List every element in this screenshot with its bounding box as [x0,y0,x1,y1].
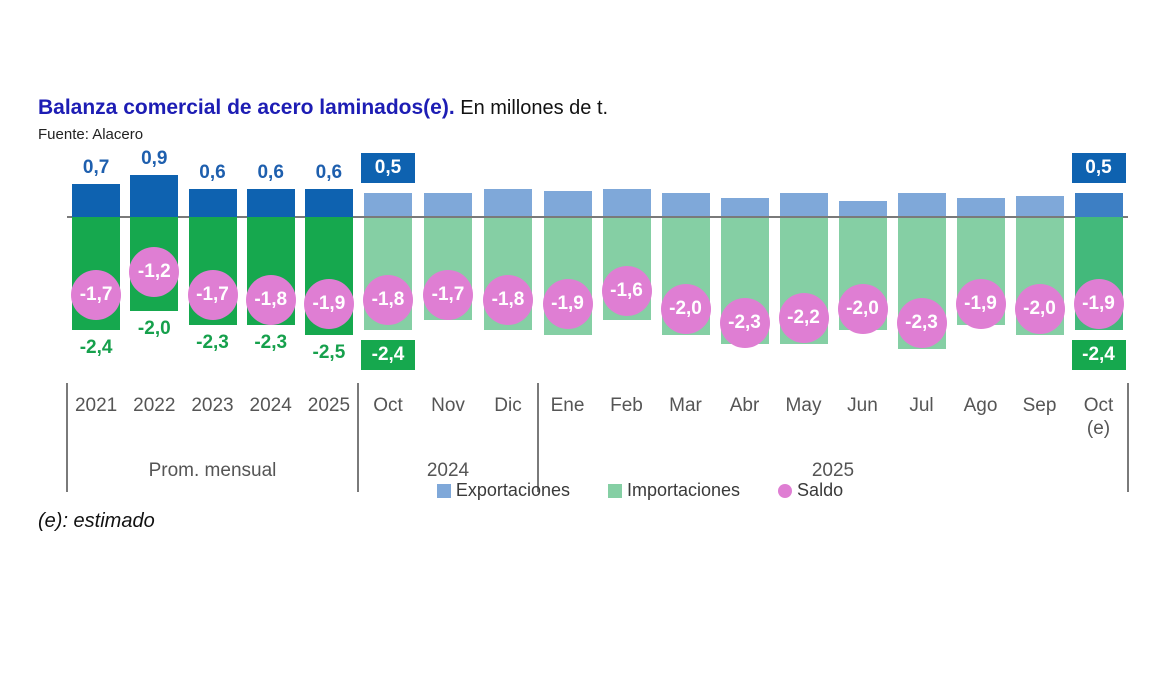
export-bar [246,189,295,217]
export-bar [1074,193,1123,217]
import-value-label: -2,5 [312,342,346,363]
saldo-circle: -1,7 [423,270,473,321]
axis-category-label: 2023 [191,395,234,416]
saldo-circle: -2,2 [778,293,829,344]
saldo-circle: -2,0 [1014,284,1065,334]
export-bar [130,175,179,217]
chart-subtitle: En millones de t. [454,97,609,119]
chart-title: Balanza comercial de acero laminados(e). [38,96,455,119]
legend-label: Exportaciones [455,480,570,500]
import-value-box: -2,4 [361,340,415,370]
chart-area: Prom. mensual 0,7 -2,4 -1,7 2021 0,9 -2,0 -1,2 2… [66,148,1129,492]
export-bar [484,189,532,217]
axis-category-label: Ago [963,395,998,416]
axis-group-label: 2025 [811,460,855,481]
axis-group-label: 2024 [426,460,470,481]
export-bar [779,193,828,217]
legend-item-importaciones: Importaciones [607,480,741,501]
saldo-circle: -1,6 [601,265,652,316]
axis-category-label: Ene [550,395,585,416]
saldo-circle: -1,2 [129,247,180,298]
axis-category-label: Oct [373,395,403,416]
saldo-circle: -1,9 [955,279,1006,330]
chart-legend: Exportaciones Importaciones Saldo [360,480,920,501]
export-bar [956,198,1005,217]
axis-category-label: 2024 [249,395,292,416]
saldo-circle: -1,8 [483,274,533,325]
axis-category-label: Mar [669,395,702,416]
export-bar [424,193,472,217]
axis-category-label: Sep [1022,395,1057,416]
page-title: Balanza comercial de acero laminados(e).… [38,96,608,120]
zero-baseline [67,216,1128,218]
axis-category-label: Jul [909,395,934,416]
export-bar [188,189,237,217]
export-bar [602,189,651,217]
export-bar [720,198,769,217]
axis-group-label: Prom. mensual [148,460,277,481]
saldo-circle: -1,8 [363,274,413,325]
export-bar [661,193,710,217]
export-bar [72,184,121,217]
axis-category-label: May [785,395,822,416]
axis-category-label: Feb [610,395,643,416]
import-value-box: -2,4 [1071,340,1126,370]
export-bar [543,191,592,217]
exportaciones-swatch-icon [436,483,451,498]
legend-item-saldo: Saldo [778,480,843,501]
axis-category-label: Abr [729,395,760,416]
export-value-label: 0,9 [141,148,168,169]
axis-category-label: 2022 [133,395,176,416]
saldo-circle: -1,9 [1073,279,1124,330]
export-value-label: 0,7 [82,157,110,178]
export-value-box: 0,5 [361,153,415,183]
legend-label: Importaciones [626,480,741,500]
export-bar [838,201,887,217]
saldo-circle: -1,8 [245,274,296,325]
saldo-circle: -1,9 [303,279,354,330]
saldo-circle: -2,3 [896,297,947,348]
legend-item-exportaciones: Exportaciones [436,480,570,501]
axis-category-label: Jun [847,395,878,416]
saldo-circle: -1,9 [542,279,593,330]
export-bar [364,193,412,217]
axis-category-label: Nov [431,395,465,416]
axis-category-label: 2025 [307,395,351,416]
importaciones-swatch-icon [607,483,622,498]
axis-category-label: 2021 [74,395,118,416]
export-bar [304,189,353,217]
export-value-label: 0,6 [257,162,284,183]
saldo-circle: -2,3 [719,297,770,348]
group-separator [66,383,68,492]
export-bar [897,193,946,217]
legend-label: Saldo [797,480,844,500]
group-separator [1127,383,1129,492]
estimate-footnote: (e): estimado [38,510,155,532]
import-value-label: -2,3 [196,332,229,353]
import-value-label: -2,4 [79,337,113,358]
chart-source: Fuente: Alacero [38,126,144,143]
saldo-circle: -1,7 [71,270,122,321]
axis-category-label: Oct (e) [1083,395,1114,439]
import-value-label: -2,0 [137,318,171,339]
export-value-box: 0,5 [1071,153,1126,183]
export-value-label: 0,6 [315,162,343,183]
export-value-label: 0,6 [199,162,226,183]
group-separator [537,383,539,492]
export-bar [1015,196,1064,217]
saldo-circle: -2,0 [837,284,888,334]
saldo-circle: -1,7 [187,270,238,321]
saldo-circle: -2,0 [660,284,711,334]
import-value-label: -2,3 [254,332,288,353]
group-separator [357,383,359,492]
axis-category-label: Dic [494,395,522,416]
saldo-swatch-icon [778,483,793,498]
